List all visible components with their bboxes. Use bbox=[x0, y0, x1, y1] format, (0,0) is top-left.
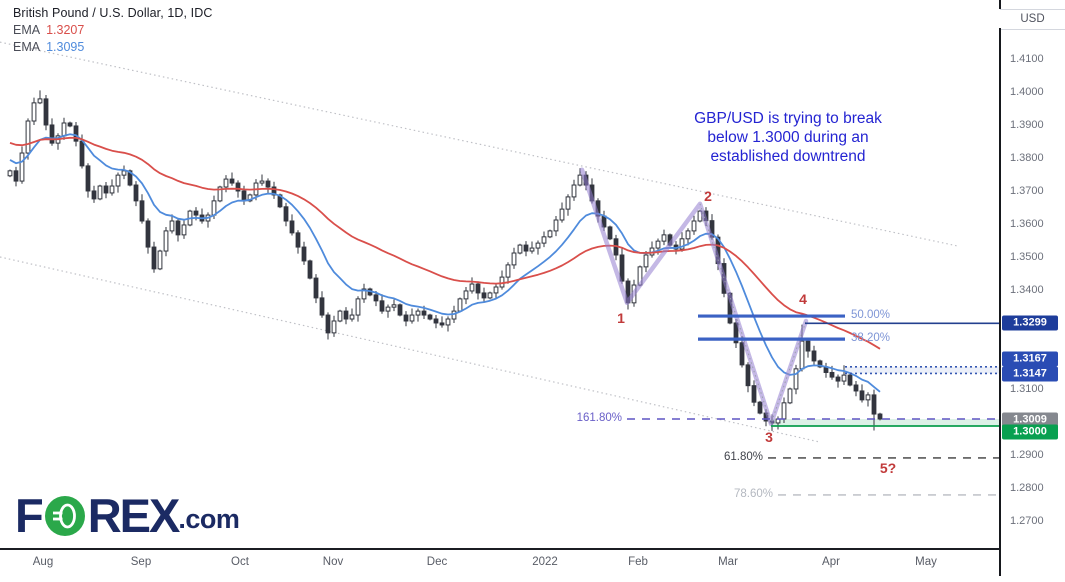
channel-upper-trendline[interactable] bbox=[0, 41, 959, 247]
ema-value: 1.3207 bbox=[46, 23, 85, 37]
logo-letters-rex: REX bbox=[87, 489, 181, 542]
wave-label-4: 4 bbox=[799, 290, 807, 307]
price-axis-border bbox=[999, 28, 1001, 576]
time-axis[interactable]: Aug Sep Oct Nov Dec 2022 Feb Mar Apr May bbox=[0, 548, 1065, 582]
logo-letter-f: F bbox=[15, 489, 44, 542]
chart-legend: British Pound / U.S. Dollar, 1D, IDC EMA… bbox=[13, 6, 213, 54]
analyst-annotation-text: GBP/USD is trying to break below 1.3000 d… bbox=[657, 109, 919, 166]
price-tick-1.2700: 1.2700 bbox=[1010, 514, 1044, 527]
price-axis[interactable]: USD 1.4100 1.4000 1.3900 1.3800 1.3700 1.3600… bbox=[1000, 0, 1065, 548]
annotation-line: established downtrend bbox=[710, 148, 866, 165]
annotation-line: GBP/USD is trying to break bbox=[694, 110, 882, 127]
ema-fast-line[interactable] bbox=[9, 133, 881, 393]
time-tick-May: May bbox=[915, 556, 937, 568]
elliott-wave-zigzag[interactable] bbox=[579, 167, 809, 427]
time-tick-Aug: Aug bbox=[32, 556, 54, 568]
price-tick-1.3400: 1.3400 bbox=[1010, 283, 1044, 296]
time-axis-border bbox=[0, 548, 1000, 550]
fib-50-label: 50.00% bbox=[851, 309, 891, 322]
wave-label-1: 1 bbox=[617, 310, 625, 327]
band-fill-zone bbox=[845, 366, 999, 374]
time-tick-Nov: Nov bbox=[322, 556, 344, 568]
price-badge-1.3167: 1.3167 bbox=[1002, 351, 1058, 367]
annotation-line: below 1.3000 during an bbox=[707, 129, 869, 146]
price-tick-1.2900: 1.2900 bbox=[1010, 448, 1044, 461]
time-tick-2022: 2022 bbox=[532, 556, 558, 568]
price-tick-1.3700: 1.3700 bbox=[1010, 184, 1044, 197]
time-tick-Feb: Feb bbox=[628, 556, 648, 568]
ema-label: EMA bbox=[13, 40, 41, 54]
price-badge-1.3009: 1.3009 bbox=[1002, 412, 1058, 428]
ema-indicator-row-2: EMA 1.3095 bbox=[13, 40, 213, 54]
fib-1618-label: 161.80% bbox=[576, 412, 622, 424]
symbol-title: British Pound / U.S. Dollar, 1D, IDC bbox=[13, 6, 213, 20]
time-tick-Apr: Apr bbox=[822, 556, 840, 568]
price-tick-1.4000: 1.4000 bbox=[1010, 85, 1044, 98]
wave-label-3: 3 bbox=[765, 429, 773, 446]
channel-lower-trendline[interactable] bbox=[0, 256, 821, 443]
currency-unit-button[interactable]: USD bbox=[1000, 9, 1065, 30]
green-fill-zone bbox=[771, 419, 999, 426]
price-tick-1.3500: 1.3500 bbox=[1010, 250, 1044, 263]
wave-label-5: 5? bbox=[879, 459, 897, 476]
forex-pound-coin-icon bbox=[44, 496, 85, 536]
price-badge-1.3000: 1.3000 bbox=[1002, 424, 1058, 440]
fib-786-label: 78.60% bbox=[733, 487, 773, 500]
ema-slow-line[interactable] bbox=[9, 136, 881, 350]
forex-com-logo: F REX .com bbox=[15, 489, 240, 542]
price-tick-1.2800: 1.2800 bbox=[1010, 481, 1044, 494]
chart-plot-area[interactable] bbox=[0, 0, 1000, 548]
price-tick-1.4100: 1.4100 bbox=[1010, 52, 1044, 65]
price-tick-1.3900: 1.3900 bbox=[1010, 118, 1044, 131]
price-badge-1.3147: 1.3147 bbox=[1002, 366, 1058, 382]
price-tick-1.3100: 1.3100 bbox=[1010, 382, 1044, 395]
price-tick-1.3800: 1.3800 bbox=[1010, 151, 1044, 164]
logo-suffix: .com bbox=[178, 504, 240, 534]
time-tick-Sep: Sep bbox=[130, 556, 152, 568]
ema-indicator-row-1: EMA 1.3207 bbox=[13, 23, 213, 37]
fib-382-label: 38.20% bbox=[851, 332, 891, 345]
axis-corner-tick bbox=[999, 0, 1001, 9]
ema-value: 1.3095 bbox=[46, 40, 85, 54]
time-tick-Oct: Oct bbox=[231, 556, 249, 568]
time-tick-Dec: Dec bbox=[426, 556, 448, 568]
price-tick-1.3600: 1.3600 bbox=[1010, 217, 1044, 230]
fib-extension-connector bbox=[699, 203, 807, 426]
ema-label: EMA bbox=[13, 23, 41, 37]
time-tick-Mar: Mar bbox=[718, 556, 738, 568]
fib-618-label: 61.80% bbox=[723, 450, 763, 463]
price-badge-1.3299: 1.3299 bbox=[1002, 315, 1058, 331]
wave-label-2: 2 bbox=[704, 187, 712, 204]
